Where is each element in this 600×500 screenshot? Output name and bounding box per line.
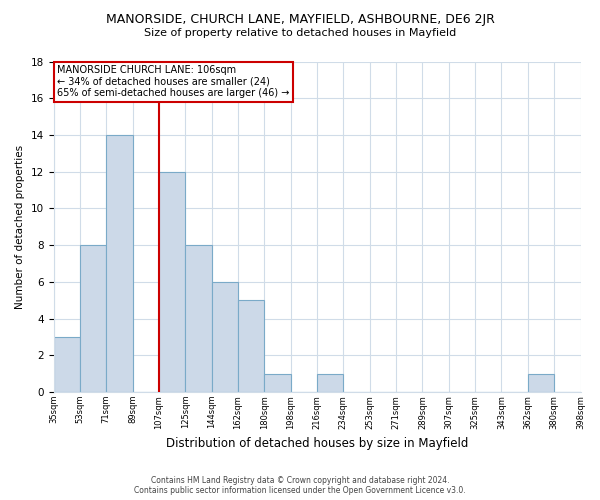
Bar xyxy=(265,374,290,392)
Bar xyxy=(528,374,554,392)
Bar xyxy=(185,245,212,392)
Y-axis label: Number of detached properties: Number of detached properties xyxy=(15,144,25,309)
Bar xyxy=(212,282,238,392)
Bar xyxy=(159,172,185,392)
Bar xyxy=(238,300,265,392)
Text: Contains HM Land Registry data © Crown copyright and database right 2024.
Contai: Contains HM Land Registry data © Crown c… xyxy=(134,476,466,495)
Bar xyxy=(53,337,80,392)
Text: Size of property relative to detached houses in Mayfield: Size of property relative to detached ho… xyxy=(144,28,456,38)
Bar xyxy=(317,374,343,392)
X-axis label: Distribution of detached houses by size in Mayfield: Distribution of detached houses by size … xyxy=(166,437,468,450)
Bar xyxy=(80,245,106,392)
Bar xyxy=(106,135,133,392)
Text: MANORSIDE, CHURCH LANE, MAYFIELD, ASHBOURNE, DE6 2JR: MANORSIDE, CHURCH LANE, MAYFIELD, ASHBOU… xyxy=(106,12,494,26)
Text: MANORSIDE CHURCH LANE: 106sqm
← 34% of detached houses are smaller (24)
65% of s: MANORSIDE CHURCH LANE: 106sqm ← 34% of d… xyxy=(58,65,290,98)
